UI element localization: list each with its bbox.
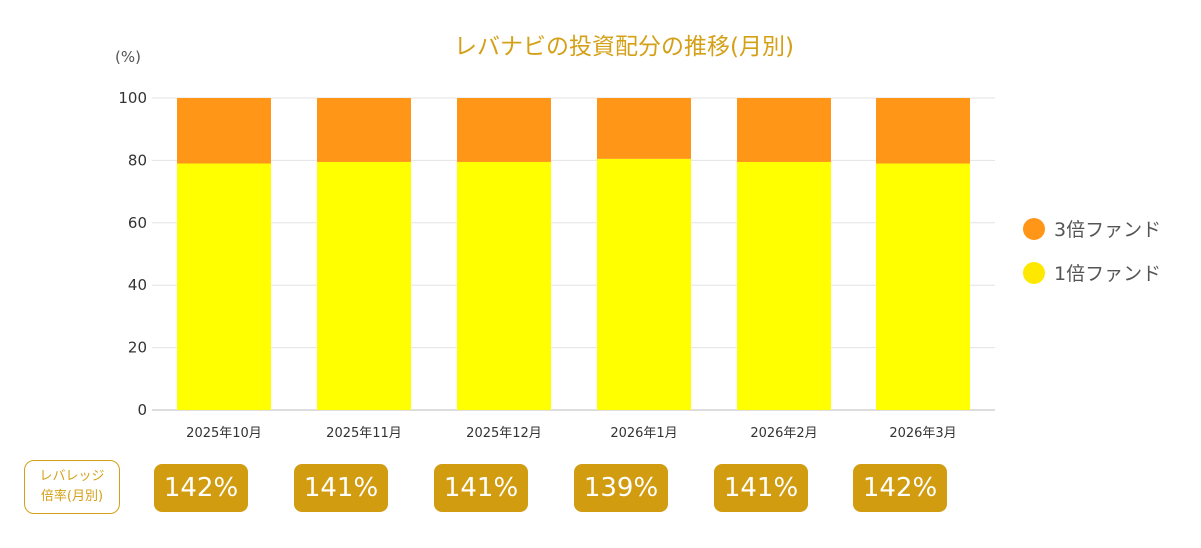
y-tick-label: 100 [118,89,147,107]
leverage-ratio-badge: 141% [294,464,388,512]
x-tick-label: 2025年10月 [186,426,262,441]
legend-entry-label: 1倍ファンド [1054,263,1161,285]
y-tick-label: 40 [128,276,147,294]
x-tick-label: 2026年3月 [889,426,956,441]
chart-title: レバナビの投資配分の推移(月別) [454,34,794,60]
leverage-ratio-badge: 142% [853,464,947,512]
bar-segment-1x [457,161,551,410]
x-tick-label: 2026年1月 [610,426,677,441]
leverage-label-line2: 倍率(月別) [40,489,104,504]
bar-segment-1x [317,161,411,410]
y-tick-label: 0 [137,401,147,419]
x-tick-label: 2025年11月 [326,426,402,441]
leverage-ratio-badge: 141% [714,464,808,512]
legend-swatch [1023,262,1045,284]
bar-segment-3x [177,98,271,164]
bar-segment-3x [876,98,970,164]
y-tick-label: 60 [128,214,147,232]
legend-swatch [1023,218,1045,240]
bar-segment-3x [597,98,691,159]
bar-segment-3x [457,98,551,162]
bar-segment-1x [177,163,271,410]
bar-segment-3x [737,98,831,162]
y-tick-label: 80 [128,151,147,169]
leverage-ratio-badge: 142% [154,464,248,512]
y-tick-label: 20 [128,339,147,357]
bar-segment-1x [597,158,691,410]
bar-segment-1x [737,161,831,410]
legend-entry-label: 3倍ファンド [1054,219,1161,241]
x-tick-label: 2025年12月 [466,426,542,441]
leverage-ratio-badge: 141% [434,464,528,512]
leverage-label-line1: レバレッジ [39,469,105,484]
leverage-ratio-badge: 139% [574,464,668,512]
bar-segment-3x [317,98,411,162]
y-axis-label: (%) [115,48,141,66]
leverage-ratio-label: レバレッジ 倍率(月別) [24,460,120,514]
bar-segment-1x [876,163,970,410]
x-tick-label: 2026年2月 [750,426,817,441]
